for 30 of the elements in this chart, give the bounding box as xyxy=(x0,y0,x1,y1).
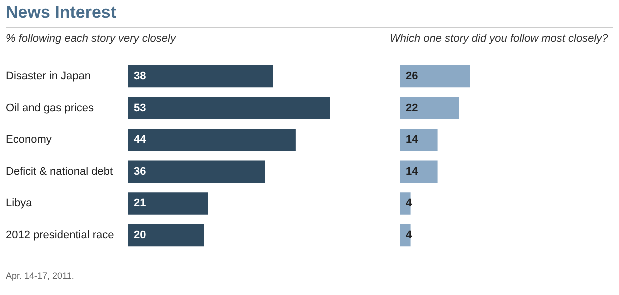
text: Apr. 14-17, 2011. xyxy=(6,271,74,281)
y-tick-label: Economy xyxy=(6,134,52,146)
text: Which one story did you follow most closely? xyxy=(390,33,610,47)
bar xyxy=(128,192,208,215)
chart-title: News Interest xyxy=(6,3,117,23)
data-label: 21 xyxy=(134,198,146,210)
bar xyxy=(400,160,438,184)
data-label: 20 xyxy=(134,230,146,242)
data-label: 38 xyxy=(134,70,146,83)
data-label: 22 xyxy=(406,102,418,114)
y-tick-label: Deficit & national debt xyxy=(6,166,114,178)
data-label: 44 xyxy=(134,134,148,146)
bar xyxy=(128,160,266,184)
chart-subtitle: % following each story very closely xyxy=(6,33,178,47)
bar xyxy=(128,128,296,152)
bar xyxy=(128,224,204,247)
y-tick-label: Disaster in Japan xyxy=(6,70,91,83)
data-label: 14 xyxy=(406,134,420,146)
data-label: 36 xyxy=(134,166,146,178)
bar xyxy=(400,65,470,88)
bar xyxy=(400,128,438,152)
y-tick-label: Oil and gas prices xyxy=(6,102,95,114)
bar xyxy=(128,65,274,88)
bar xyxy=(128,97,330,120)
data-label: 26 xyxy=(406,70,418,83)
bar xyxy=(400,97,460,120)
y-tick-label: Libya xyxy=(6,198,34,210)
y-tick-label: 2012 presidential race xyxy=(6,230,114,242)
data-label: 14 xyxy=(406,166,420,178)
data-label: 53 xyxy=(134,102,146,114)
